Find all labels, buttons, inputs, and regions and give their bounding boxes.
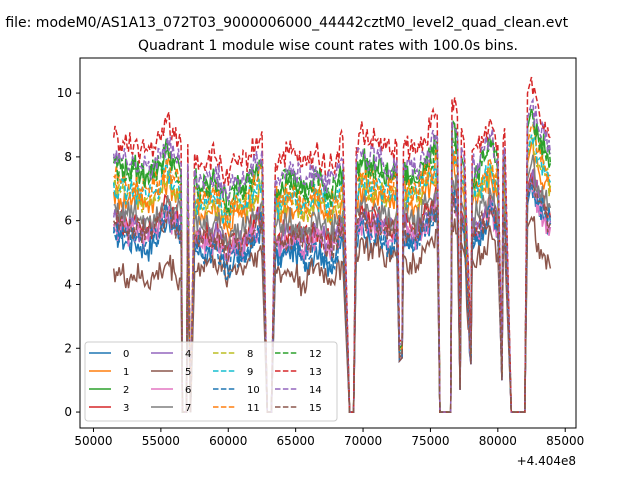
x-tick-label: 55000 [142, 434, 180, 448]
series-line-8 [112, 136, 552, 413]
x-tick-label: 70000 [344, 434, 382, 448]
series-line-14 [112, 97, 552, 413]
y-tick-label: 6 [64, 214, 72, 228]
x-tick-label: 60000 [209, 434, 247, 448]
legend-label-14: 14 [309, 385, 322, 396]
x-tick-label: 80000 [479, 434, 517, 448]
series-line-15 [113, 179, 552, 413]
legend-label-12: 12 [309, 349, 322, 360]
legend-label-3: 3 [123, 403, 129, 414]
x-tick-label: 50000 [74, 434, 112, 448]
legend-label-6: 6 [185, 385, 191, 396]
y-axis-ticks: 0 2 4 6 8 10 [57, 86, 80, 419]
plot-frame [79, 57, 577, 429]
chart-title: Quadrant 1 module wise count rates with … [138, 38, 518, 54]
legend-label-11: 11 [247, 403, 260, 414]
y-tick-label: 2 [64, 341, 72, 355]
figure-suptitle: n file: modeM0/AS1A13_072T03_9000006000_… [0, 15, 569, 31]
legend-label-1: 1 [123, 367, 129, 378]
legend-label-0: 0 [123, 349, 129, 360]
y-tick-label: 10 [57, 86, 72, 100]
series-line-5 [112, 215, 552, 413]
legend-box [84, 341, 338, 422]
y-tick-label: 8 [64, 150, 72, 164]
series-line-13 [112, 76, 551, 413]
x-tick-label: 85000 [546, 434, 584, 448]
legend-label-4: 4 [185, 349, 191, 360]
series-line-7 [113, 154, 552, 413]
legend-label-15: 15 [309, 403, 322, 414]
legend-label-9: 9 [247, 367, 253, 378]
x-axis-ticks: 50000 55000 60000 65000 70000 75000 80000 85000 [74, 428, 584, 448]
x-axis-offset-label: +4.404e8 [517, 454, 576, 468]
legend-label-10: 10 [247, 385, 260, 396]
y-tick-label: 0 [64, 405, 72, 419]
y-tick-label: 4 [64, 277, 72, 291]
x-tick-label: 75000 [411, 434, 449, 448]
series-layer [112, 76, 552, 413]
legend-label-5: 5 [185, 367, 191, 378]
legend-label-13: 13 [309, 367, 322, 378]
x-tick-label: 65000 [277, 434, 315, 448]
legend-label-2: 2 [123, 385, 129, 396]
legend-label-7: 7 [185, 403, 191, 414]
legend-label-8: 8 [247, 349, 253, 360]
